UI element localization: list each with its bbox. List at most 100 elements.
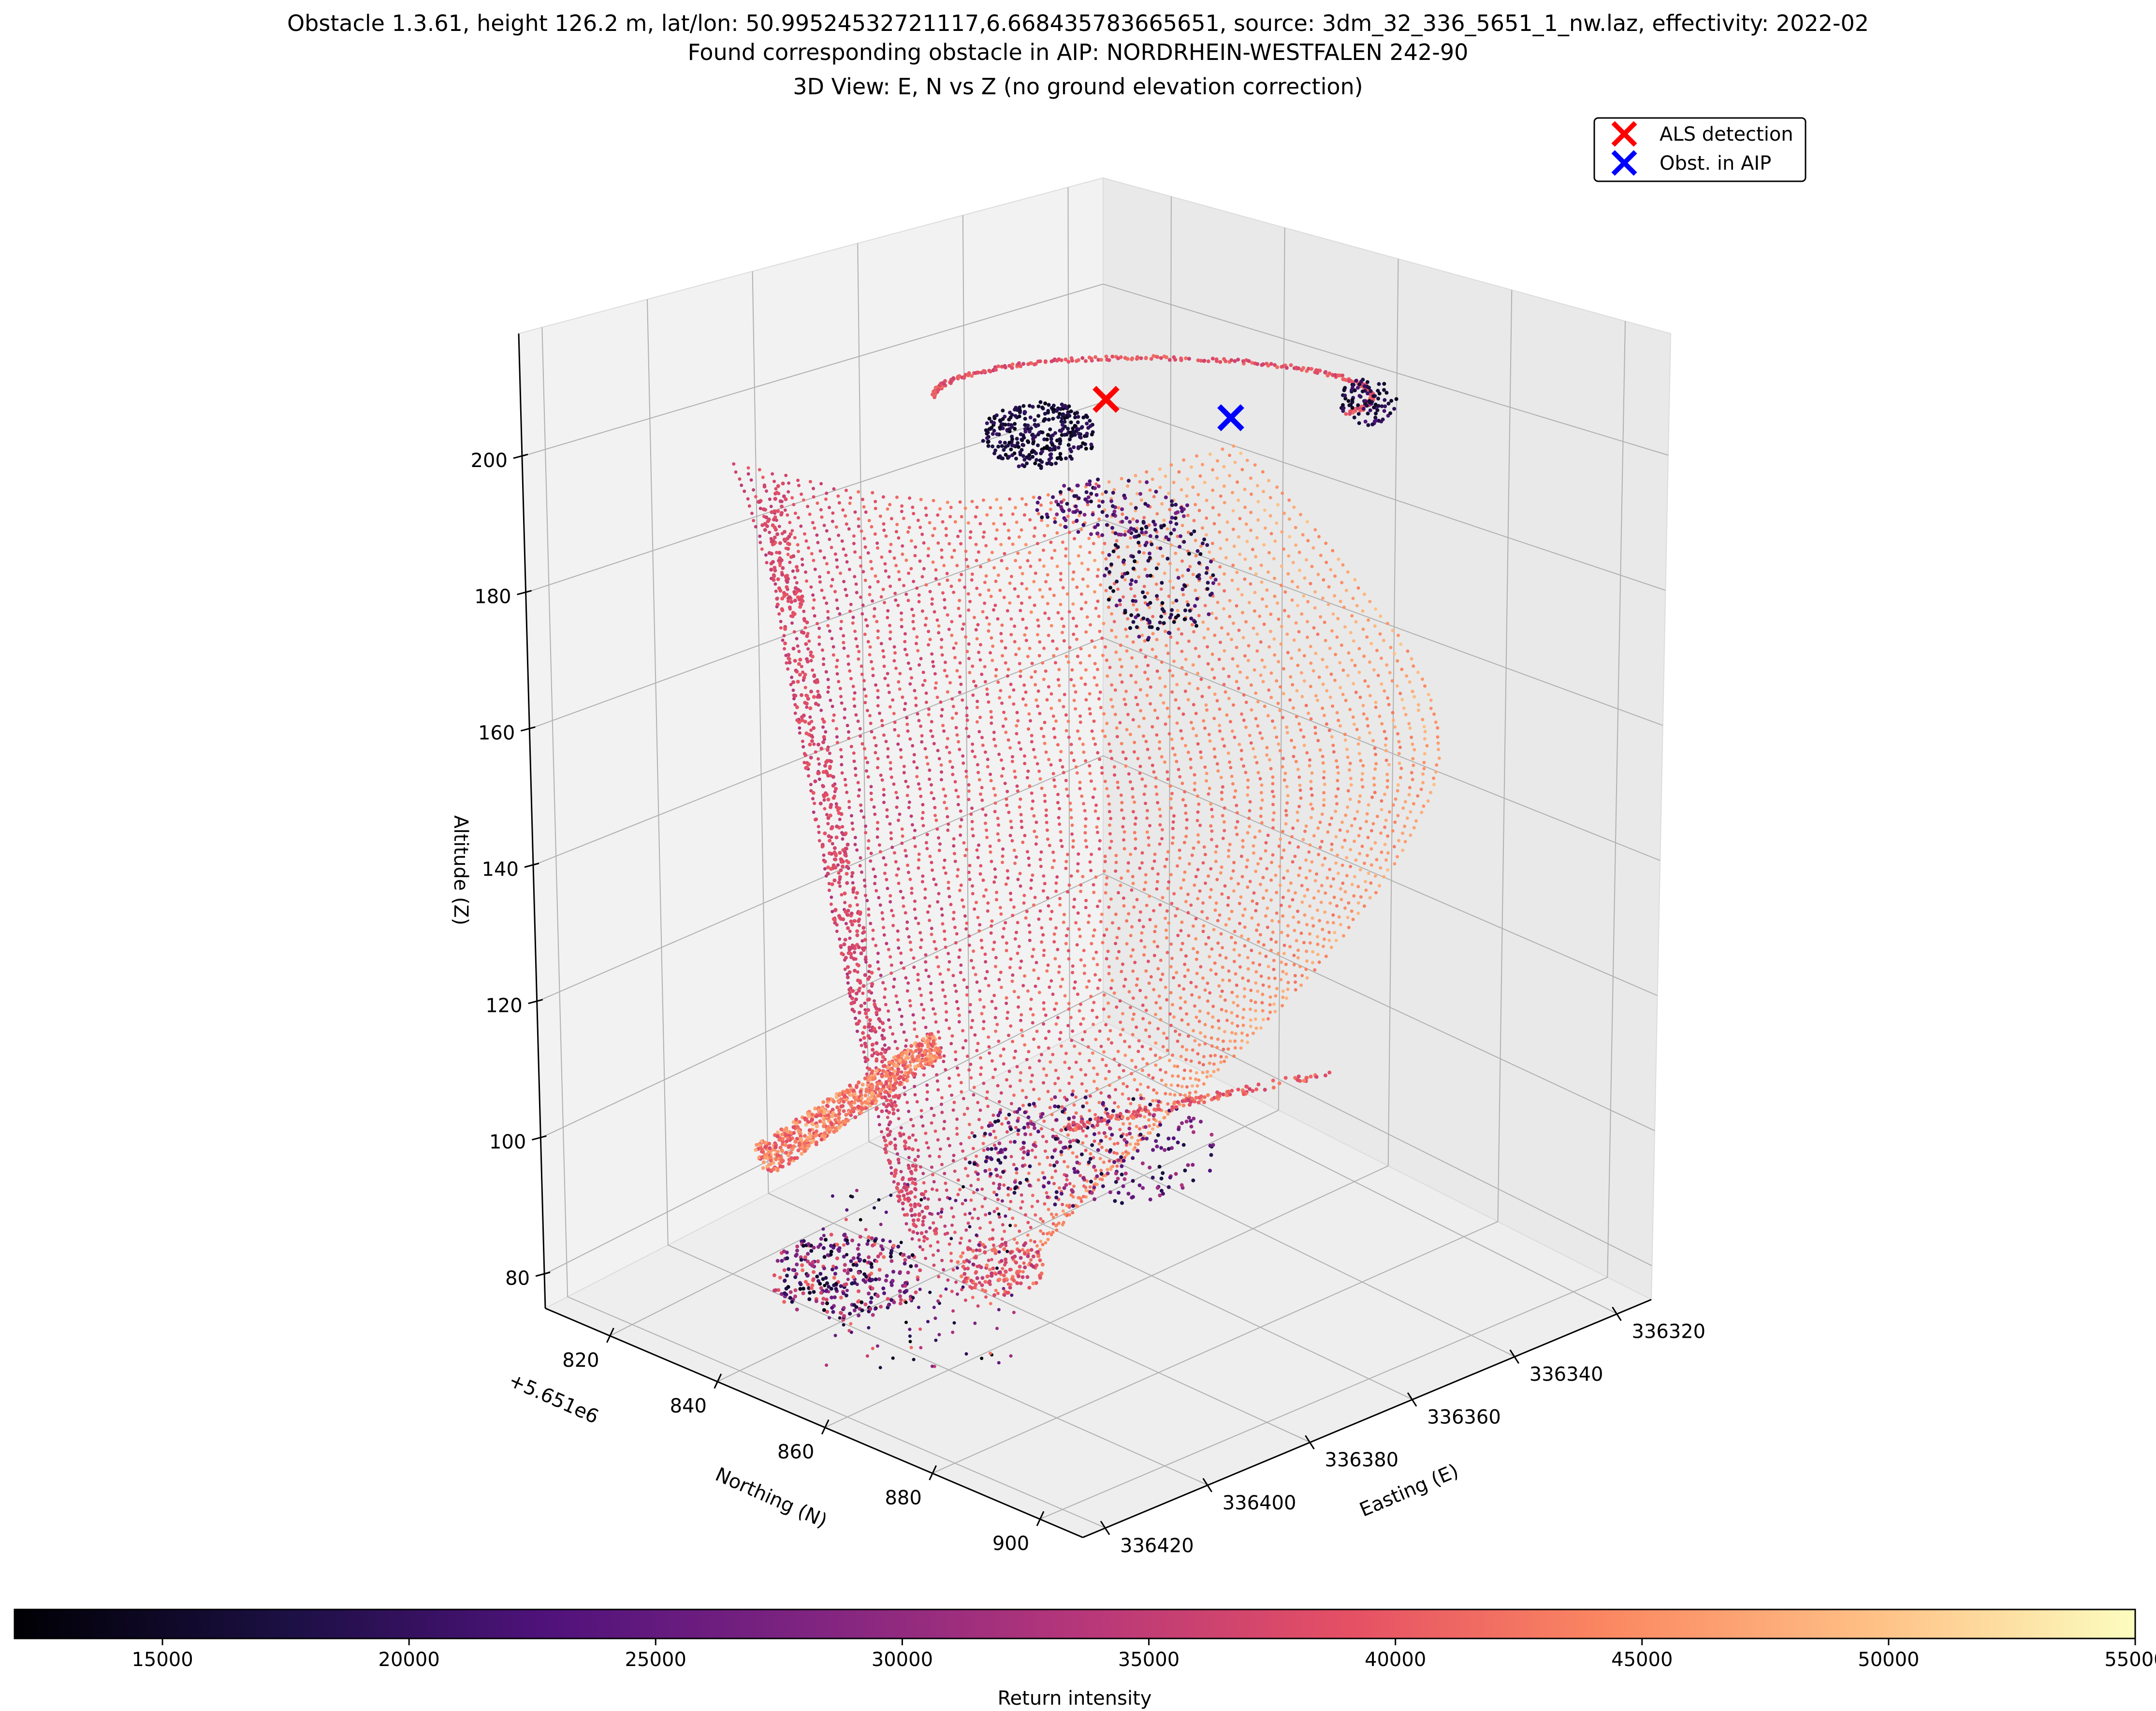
cloud-point [1005, 1001, 1008, 1005]
cloud-point [1419, 788, 1423, 791]
cloud-point [1078, 780, 1082, 784]
cloud-point [1231, 563, 1235, 567]
cloud-point [1122, 984, 1126, 988]
cloud-point [1176, 1065, 1180, 1068]
cloud-point [850, 821, 854, 825]
cloud-point [911, 1218, 916, 1223]
cloud-point [1261, 993, 1265, 996]
cloud-point [1224, 923, 1228, 927]
cloud-point [1207, 792, 1210, 796]
cloud-point [1117, 555, 1121, 559]
cloud-point [869, 785, 873, 789]
cloud-point [922, 1215, 926, 1220]
cloud-point [1138, 1127, 1142, 1131]
cloud-point [900, 611, 903, 615]
cloud-point [876, 580, 880, 584]
cloud-point [798, 601, 802, 606]
cloud-point [1386, 868, 1390, 872]
cloud-point [1164, 916, 1167, 920]
cloud-point [960, 572, 963, 576]
cloud-point [928, 590, 932, 594]
cloud-point [1031, 1194, 1034, 1197]
cloud-point [1201, 1071, 1205, 1074]
cloud-point [1282, 512, 1286, 515]
cloud-point [969, 1184, 973, 1187]
cloud-point [877, 843, 881, 847]
cloud-point [1170, 956, 1174, 960]
cloud-point [1263, 508, 1267, 512]
cloud-point [1255, 484, 1259, 487]
cloud-point [1191, 924, 1195, 928]
cloud-point [1300, 974, 1304, 978]
cloud-point [960, 818, 963, 821]
cloud-point [1349, 776, 1353, 780]
cloud-point [1131, 881, 1135, 885]
cloud-point [997, 752, 1001, 756]
cloud-point [1226, 903, 1230, 907]
cloud-point [1038, 712, 1042, 716]
cloud-point [1302, 735, 1306, 739]
cloud-point [796, 543, 800, 547]
cloud-point [1182, 1077, 1186, 1081]
cloud-point [944, 945, 947, 949]
cloud-point [1167, 732, 1171, 736]
cloud-point [945, 746, 948, 749]
cloud-point [940, 1258, 944, 1262]
cloud-point [970, 572, 974, 576]
cloud-point [1266, 925, 1269, 929]
cloud-point [1203, 1023, 1207, 1026]
cloud-point [804, 570, 808, 574]
cloud-point [1378, 884, 1381, 888]
cloud-point [886, 755, 890, 759]
cloud-point [1007, 1207, 1011, 1211]
cloud-point [839, 868, 843, 873]
cloud-point [925, 1141, 929, 1145]
cloud-point [1422, 804, 1426, 808]
cloud-point [787, 660, 792, 665]
cloud-point [1071, 616, 1075, 620]
cloud-point [1412, 763, 1415, 767]
cloud-point [1059, 358, 1063, 363]
cloud-point [1155, 512, 1159, 516]
cloud-point [1107, 1159, 1111, 1163]
cloud-point [966, 565, 970, 569]
cloud-point [822, 657, 826, 661]
cloud-point [867, 839, 871, 843]
cloud-point [1307, 711, 1310, 715]
cloud-point [1313, 606, 1317, 610]
cloud-point [1164, 928, 1168, 932]
cloud-point [1422, 725, 1426, 729]
cloud-point [758, 541, 762, 544]
cloud-point [1138, 544, 1142, 548]
cloud-point [1374, 891, 1378, 894]
cloud-point [1195, 1084, 1199, 1088]
cloud-point [952, 844, 956, 848]
cloud-point [914, 1168, 918, 1172]
cloud-point [990, 860, 993, 863]
cloud-point [1064, 729, 1068, 732]
cloud-point [1007, 536, 1011, 540]
cloud-point [1186, 892, 1190, 896]
cloud-point [879, 1052, 883, 1056]
cloud-point [1002, 710, 1006, 714]
cloud-point [1093, 1139, 1096, 1143]
cloud-point [1078, 1174, 1082, 1177]
cloud-point [871, 1042, 875, 1047]
cloud-point [928, 521, 932, 525]
cloud-point [1341, 668, 1345, 672]
cloud-point [1235, 983, 1238, 987]
cloud-point [1058, 759, 1062, 762]
cloud-point [868, 585, 872, 589]
cloud-point [1036, 977, 1040, 980]
cloud-point [1185, 600, 1189, 604]
cloud-point [880, 719, 884, 722]
cloud-point [1076, 911, 1080, 915]
cloud-point [1139, 1093, 1143, 1097]
cloud-point [1058, 807, 1061, 811]
cloud-point [1046, 896, 1049, 900]
cloud-point [1204, 942, 1208, 946]
cloud-point [1253, 463, 1257, 467]
cloud-point [930, 926, 933, 930]
cloud-point [977, 843, 981, 847]
cloud-point [1096, 986, 1100, 990]
